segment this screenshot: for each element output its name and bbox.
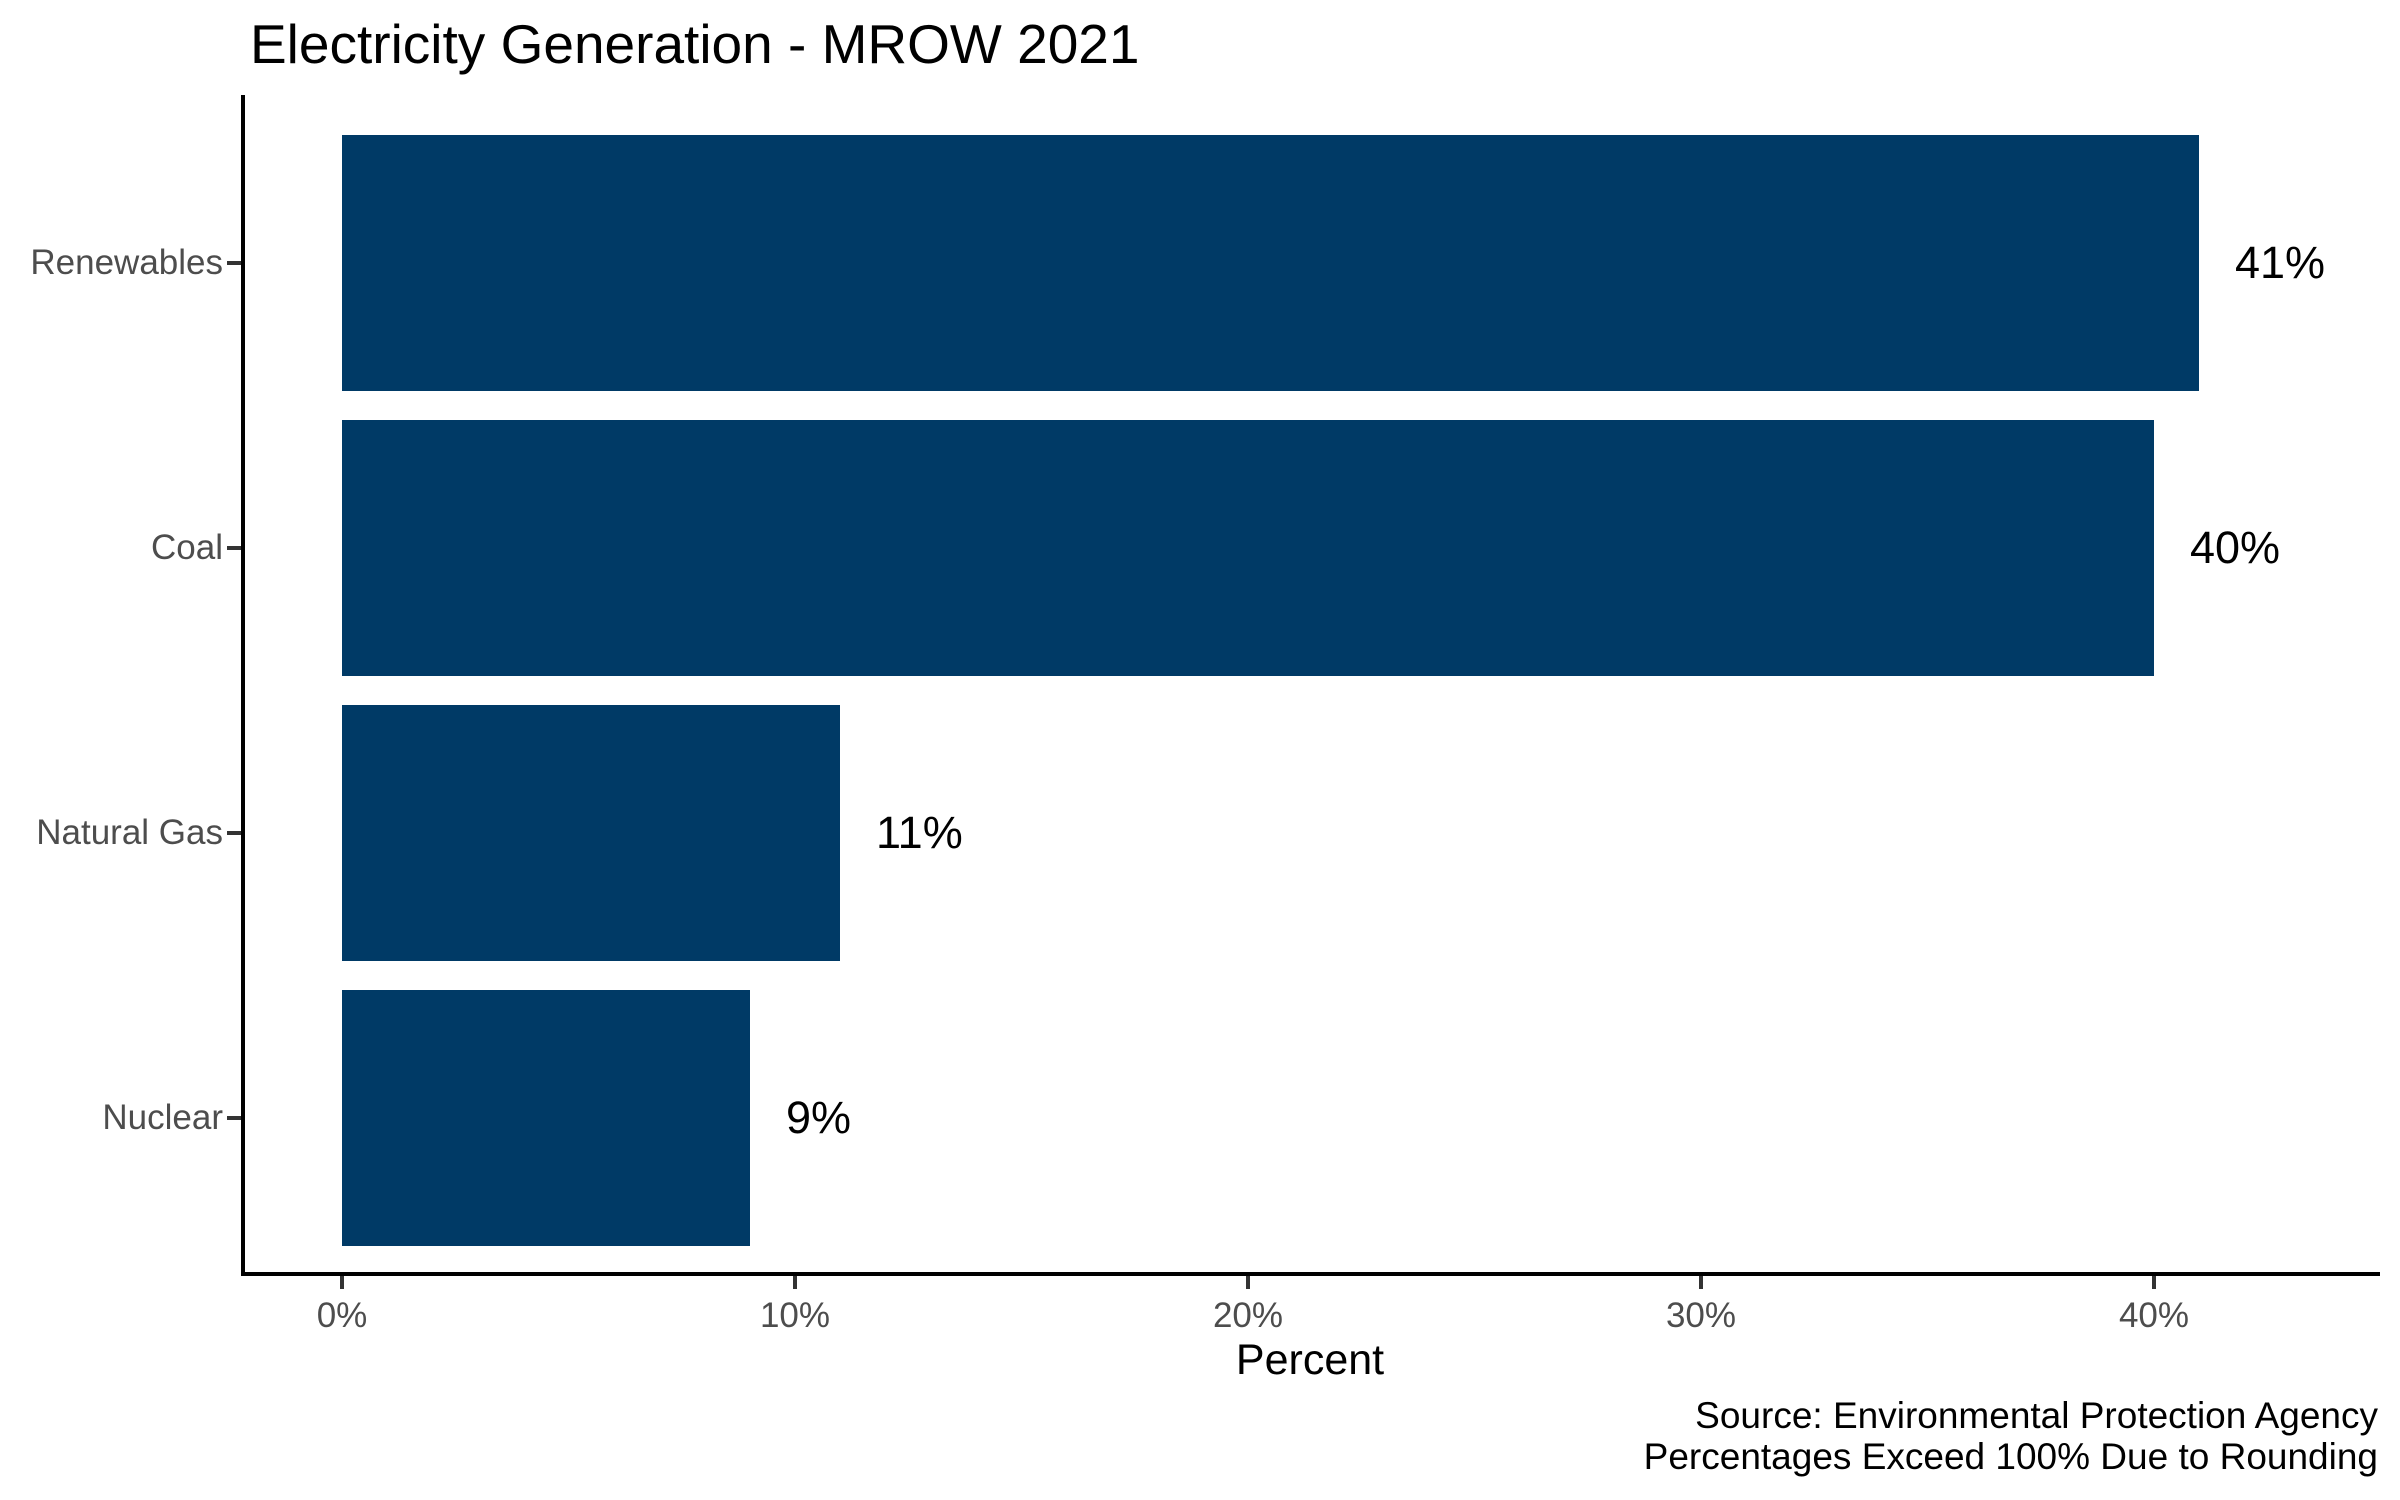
y-tick-nuclear: [227, 1116, 241, 1120]
x-tick-label-30: 30%: [1665, 1296, 1737, 1335]
x-tick-label-20: 20%: [1212, 1296, 1284, 1335]
x-tick-30: [1699, 1276, 1703, 1289]
value-label-renewables: 41%: [2235, 237, 2326, 288]
x-tick-label-0: 0%: [316, 1296, 368, 1335]
value-label-nuclear: 9%: [786, 1092, 852, 1143]
y-tick-coal: [227, 546, 241, 550]
category-label-renewables: Renewables: [30, 243, 223, 282]
x-axis-line: [241, 1272, 2380, 1276]
value-label-natural-gas: 11%: [876, 807, 963, 858]
value-label-coal: 40%: [2190, 522, 2281, 573]
y-tick-renewables: [227, 261, 241, 265]
x-tick-10: [793, 1276, 797, 1289]
chart-caption: Source: Environmental Protection Agency …: [1644, 1395, 2378, 1477]
y-tick-natural-gas: [227, 831, 241, 835]
x-tick-20: [1246, 1276, 1250, 1289]
bar-nuclear: [342, 990, 750, 1246]
category-label-coal: Coal: [151, 528, 223, 567]
caption-rounding-line: Percentages Exceed 100% Due to Rounding: [1643, 1436, 2378, 1477]
category-label-natural-gas: Natural Gas: [36, 813, 223, 852]
x-tick-label-10: 10%: [759, 1296, 831, 1335]
chart-title: Electricity Generation - MROW 2021: [250, 13, 1140, 75]
bar-coal: [342, 420, 2154, 676]
bar-renewables: [342, 135, 2199, 391]
x-tick-0: [340, 1276, 344, 1289]
x-tick-label-40: 40%: [2118, 1296, 2190, 1335]
category-label-nuclear: Nuclear: [102, 1098, 223, 1137]
x-axis-title: Percent: [1235, 1336, 1385, 1384]
x-tick-40: [2152, 1276, 2156, 1289]
y-axis-line: [241, 95, 245, 1276]
bar-natural-gas: [342, 705, 840, 961]
caption-source-line: Source: Environmental Protection Agency: [1695, 1395, 2378, 1436]
